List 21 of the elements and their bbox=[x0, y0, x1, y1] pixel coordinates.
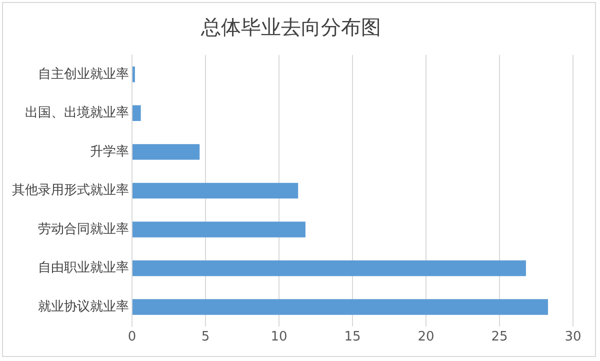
y-tick-label: 就业协议就业率 bbox=[38, 298, 129, 314]
bar bbox=[132, 260, 526, 276]
x-tick-label: 25 bbox=[491, 330, 508, 345]
bar bbox=[132, 144, 200, 160]
chart-title: 总体毕业去向分布图 bbox=[200, 15, 381, 40]
x-tick-label: 15 bbox=[344, 330, 361, 345]
y-tick-label: 劳动合同就业率 bbox=[38, 220, 129, 237]
y-tick-label: 升学率 bbox=[90, 143, 129, 160]
y-tick-label: 自主创业就业率 bbox=[38, 66, 129, 82]
x-tick-label: 5 bbox=[201, 330, 210, 345]
x-tick-label: 10 bbox=[270, 330, 288, 345]
bar bbox=[132, 299, 548, 315]
x-tick-label: 0 bbox=[128, 330, 136, 345]
y-tick-label: 其他录用形式就业率 bbox=[12, 182, 129, 198]
bar bbox=[132, 222, 306, 238]
x-tick-label: 20 bbox=[418, 330, 434, 345]
bar bbox=[132, 105, 141, 122]
bar bbox=[132, 182, 298, 199]
y-tick-label: 出国、出境就业率 bbox=[25, 104, 129, 121]
y-tick-label: 自由职业就业率 bbox=[38, 260, 129, 276]
x-tick-label: 30 bbox=[564, 330, 582, 345]
